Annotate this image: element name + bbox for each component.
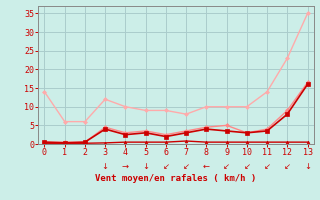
Text: ↙: ↙ [243, 162, 250, 171]
Text: ↓: ↓ [142, 162, 149, 171]
Text: ↙: ↙ [223, 162, 230, 171]
Text: ↙: ↙ [162, 162, 169, 171]
Text: ↓: ↓ [304, 162, 311, 171]
Text: ←: ← [203, 162, 210, 171]
Text: ↙: ↙ [284, 162, 291, 171]
Text: ↙: ↙ [183, 162, 190, 171]
Text: →: → [122, 162, 129, 171]
X-axis label: Vent moyen/en rafales ( km/h ): Vent moyen/en rafales ( km/h ) [95, 174, 257, 183]
Text: ↓: ↓ [102, 162, 109, 171]
Text: ↙: ↙ [264, 162, 270, 171]
